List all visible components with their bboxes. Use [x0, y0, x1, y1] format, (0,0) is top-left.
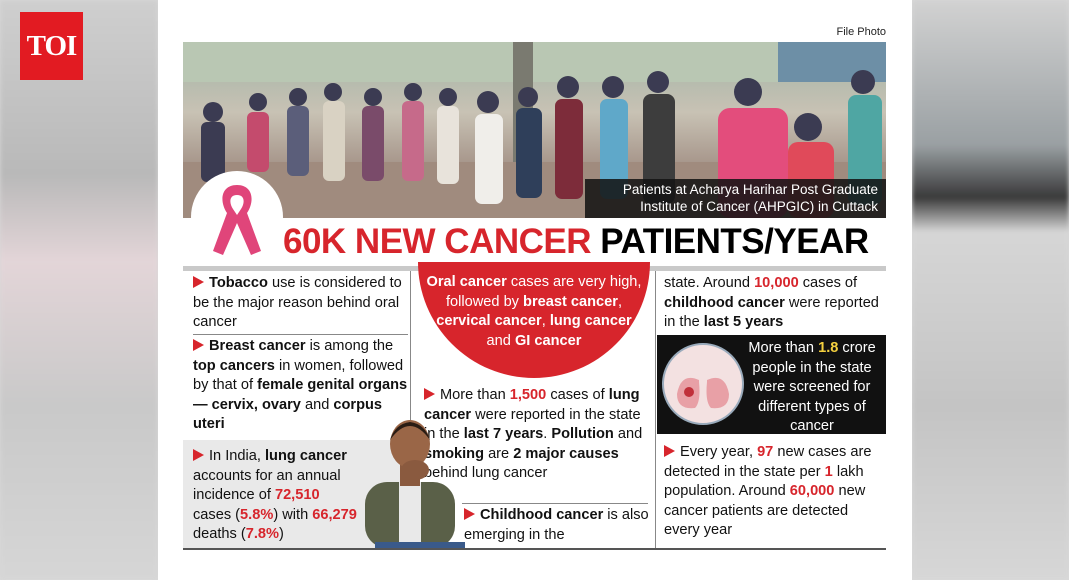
text-run: childhood cancer — [664, 294, 785, 311]
text-run: 5.8% — [240, 506, 274, 523]
bullet-arrow — [464, 508, 475, 520]
text-run: lung cancer — [424, 387, 640, 423]
text-run: corpus uteri — [193, 396, 383, 433]
text-run: were reported in the — [664, 294, 879, 331]
text-run: is also emerging in the — [464, 507, 649, 543]
text-run: Tobacco — [209, 275, 268, 291]
paragraph: More than 1.8 crore people in the state … — [742, 339, 882, 437]
text-run: lung cancer — [549, 313, 632, 330]
paragraph: Breast cancer is among the top cancers i… — [193, 337, 408, 435]
text-run: 72,510 — [274, 487, 320, 504]
bullet-arrow — [193, 276, 204, 288]
photo-credit: File Photo — [836, 26, 886, 38]
text-run: and — [486, 332, 515, 349]
text-run: breast cancer — [523, 293, 618, 310]
text-run: Childhood cancer — [480, 507, 604, 523]
text-run: 10,000 — [754, 275, 799, 291]
text-run: GI cancer — [514, 332, 582, 349]
text-run: Pollution — [551, 426, 614, 443]
paragraph: Tobacco use is considered to be the majo… — [193, 274, 408, 333]
text-run: last 7 years — [463, 426, 544, 443]
text-run: , — [617, 293, 623, 310]
column-divider — [655, 271, 656, 548]
ribbon-badge — [191, 171, 283, 263]
text-run: cases ( — [193, 506, 241, 523]
text-run: cases of — [546, 387, 609, 403]
text-run: smoking — [424, 445, 485, 462]
text-run: , — [541, 313, 550, 330]
separator — [462, 503, 648, 504]
bullet-arrow — [424, 388, 435, 400]
text-run: More than — [440, 387, 510, 403]
text-run: were reported in the state in the — [424, 406, 641, 443]
paragraph: Every year, 97 new cases are detected in… — [664, 443, 886, 541]
paragraph: In India, lung cancer accounts for an an… — [193, 447, 358, 545]
text-run: new cancer patients are detected every y… — [664, 483, 866, 539]
text-run: is among the — [305, 338, 394, 354]
text-run: state. Around — [664, 275, 755, 291]
text-run: top cancers — [193, 357, 275, 374]
text-run: 60,000 — [789, 483, 835, 500]
text-run: 97 — [757, 444, 774, 460]
text-run: Every year, — [680, 444, 758, 460]
text-run: lung cancer — [264, 448, 347, 464]
bullet-arrow — [664, 445, 675, 457]
text-run: cases are very high, followed by — [445, 274, 642, 310]
divider — [183, 548, 886, 550]
paragraph: Oral cancer cases are very high, followe… — [424, 273, 644, 351]
paragraph: state. Around 10,000 cases of childhood … — [664, 274, 886, 333]
text-run: in women, followed by that of — [193, 357, 404, 394]
text-run: cases of — [798, 275, 858, 291]
text-run: female genital organs — cervix, ovary — [193, 377, 408, 413]
text-run: Breast cancer — [209, 338, 306, 354]
text-run: More than — [748, 340, 819, 356]
text-run: last 5 years — [703, 314, 784, 331]
text-run: accounts for an annual incidence of — [193, 467, 341, 504]
text-run: 7.8% — [245, 526, 279, 543]
text-run: 1 — [824, 463, 833, 480]
text-run: and — [613, 426, 643, 443]
text-run: ) with — [273, 506, 313, 523]
text-run: Oral cancer — [426, 274, 507, 290]
text-run: deaths ( — [193, 526, 246, 543]
text-run: and — [300, 396, 334, 413]
text-run: 66,279 — [312, 506, 357, 523]
separator — [193, 334, 408, 335]
column-divider — [410, 271, 411, 548]
text-run: 2 major causes — [513, 445, 619, 462]
bullet-arrow — [193, 339, 204, 351]
text-run: PATIENTS/YEAR — [591, 222, 869, 261]
text-run: In India, — [209, 448, 265, 464]
site-logo[interactable]: TOI — [20, 12, 83, 80]
person-illustration — [365, 420, 465, 548]
text-run: cervical cancer — [436, 313, 542, 330]
text-run: 1.8 — [818, 340, 839, 356]
blurred-backdrop — [0, 0, 158, 580]
text-run: new cases are detected in the state per — [664, 444, 872, 480]
bullet-arrow — [193, 449, 204, 461]
text-run: ) — [279, 526, 284, 543]
text-run: are — [484, 445, 514, 462]
blurred-backdrop — [912, 0, 1069, 580]
text-run: 60K NEW CANCER — [283, 222, 592, 261]
text-run: crore people in the state were screened … — [752, 340, 876, 435]
headline: 60K NEW CANCER PATIENTS/YEAR — [283, 220, 886, 264]
awareness-ribbon — [213, 185, 261, 255]
lung-illustration — [662, 343, 744, 425]
text-run: lakh population. Around — [664, 463, 864, 500]
photo-caption: Patients at Acharya Harihar Post Graduat… — [585, 179, 886, 218]
text-run: use is considered to be the major reason… — [193, 275, 402, 331]
paragraph: More than 1,500 cases of lung cancer wer… — [424, 386, 650, 484]
text-run: . — [543, 426, 552, 443]
text-run: 1,500 — [509, 387, 547, 403]
text-run: behind lung cancer — [424, 465, 548, 482]
paragraph: Childhood cancer is also emerging in the — [464, 506, 650, 545]
